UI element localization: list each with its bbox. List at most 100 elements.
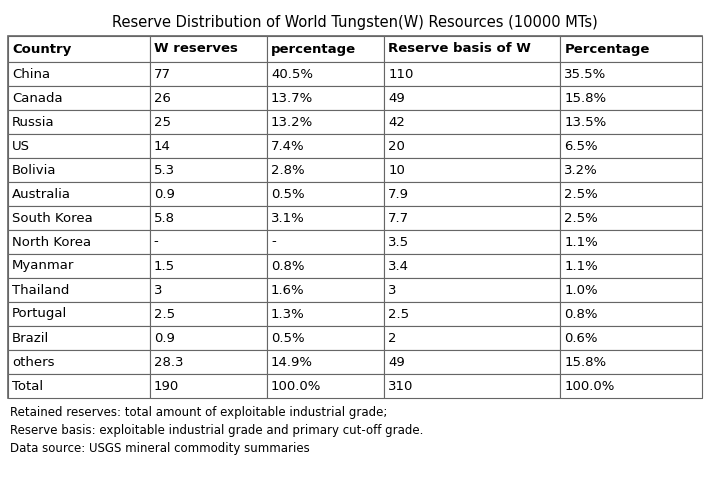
Text: 10: 10 [388, 163, 405, 177]
Text: 3.2%: 3.2% [564, 163, 598, 177]
Text: 26: 26 [154, 92, 170, 104]
Bar [150, 326, 267, 350]
Text: 35.5%: 35.5% [564, 67, 606, 81]
Bar [267, 350, 384, 374]
Bar [384, 230, 560, 254]
Bar [150, 350, 267, 374]
Bar [560, 278, 702, 302]
Text: 77: 77 [154, 67, 170, 81]
Text: 20: 20 [388, 140, 405, 152]
Text: US: US [12, 140, 30, 152]
Text: 1.6%: 1.6% [271, 284, 305, 297]
Bar [384, 374, 560, 398]
Text: 1.1%: 1.1% [564, 236, 598, 248]
Bar [8, 134, 150, 158]
Text: 14.9%: 14.9% [271, 355, 313, 368]
Text: 15.8%: 15.8% [564, 92, 606, 104]
Bar [150, 230, 267, 254]
Bar [267, 326, 384, 350]
Text: 13.5%: 13.5% [564, 116, 606, 128]
Bar [267, 110, 384, 134]
Text: 13.7%: 13.7% [271, 92, 313, 104]
Bar [8, 36, 150, 62]
Text: 0.6%: 0.6% [564, 331, 598, 345]
Text: 1.1%: 1.1% [564, 260, 598, 272]
Text: 3.4: 3.4 [388, 260, 410, 272]
Bar [267, 206, 384, 230]
Text: Data source: USGS mineral commodity summaries: Data source: USGS mineral commodity summ… [10, 442, 310, 455]
Text: 2.5%: 2.5% [564, 187, 598, 201]
Text: 0.8%: 0.8% [271, 260, 305, 272]
Bar [267, 230, 384, 254]
Text: 100.0%: 100.0% [271, 380, 322, 392]
Text: Country: Country [12, 42, 71, 56]
Text: 13.2%: 13.2% [271, 116, 313, 128]
Bar [150, 254, 267, 278]
Bar [560, 350, 702, 374]
Text: 2.5: 2.5 [154, 307, 175, 321]
Bar [560, 326, 702, 350]
Text: W reserves: W reserves [154, 42, 238, 56]
Text: 40.5%: 40.5% [271, 67, 313, 81]
Text: -: - [271, 236, 275, 248]
Bar [8, 206, 150, 230]
Bar [384, 350, 560, 374]
Bar [384, 62, 560, 86]
Text: 0.9: 0.9 [154, 331, 175, 345]
Bar [8, 62, 150, 86]
Bar [384, 326, 560, 350]
Text: 110: 110 [388, 67, 414, 81]
Bar [384, 134, 560, 158]
Text: 2.5%: 2.5% [564, 211, 598, 224]
Bar [384, 158, 560, 182]
Bar [150, 206, 267, 230]
Bar [267, 86, 384, 110]
Text: 1.0%: 1.0% [564, 284, 598, 297]
Bar [267, 158, 384, 182]
Bar [8, 278, 150, 302]
Text: 100.0%: 100.0% [564, 380, 615, 392]
Bar [560, 182, 702, 206]
Bar [267, 62, 384, 86]
Text: Bolivia: Bolivia [12, 163, 57, 177]
Bar [150, 36, 267, 62]
Text: 7.4%: 7.4% [271, 140, 305, 152]
Bar [560, 374, 702, 398]
Text: South Korea: South Korea [12, 211, 93, 224]
Bar [8, 326, 150, 350]
Bar [150, 278, 267, 302]
Text: 14: 14 [154, 140, 170, 152]
Bar [8, 302, 150, 326]
Text: 7.9: 7.9 [388, 187, 410, 201]
Bar [150, 110, 267, 134]
Bar [560, 230, 702, 254]
Text: 0.5%: 0.5% [271, 331, 305, 345]
Text: Myanmar: Myanmar [12, 260, 75, 272]
Text: 6.5%: 6.5% [564, 140, 598, 152]
Bar [8, 374, 150, 398]
Text: 3: 3 [154, 284, 162, 297]
Text: Canada: Canada [12, 92, 62, 104]
Bar [560, 302, 702, 326]
Bar [150, 302, 267, 326]
Bar [384, 182, 560, 206]
Bar [560, 62, 702, 86]
Bar [8, 182, 150, 206]
Text: -: - [154, 236, 158, 248]
Text: 28.3: 28.3 [154, 355, 183, 368]
Text: Reserve Distribution of World Tungsten(W) Resources (10000 MTs): Reserve Distribution of World Tungsten(W… [112, 15, 598, 29]
Text: others: others [12, 355, 55, 368]
Text: Portugal: Portugal [12, 307, 67, 321]
Bar [150, 182, 267, 206]
Text: 190: 190 [154, 380, 179, 392]
Bar [384, 254, 560, 278]
Bar [560, 158, 702, 182]
Bar [8, 158, 150, 182]
Text: 0.9: 0.9 [154, 187, 175, 201]
Text: 5.8: 5.8 [154, 211, 175, 224]
Text: 5.3: 5.3 [154, 163, 175, 177]
Text: China: China [12, 67, 50, 81]
Text: 310: 310 [388, 380, 414, 392]
Bar [150, 374, 267, 398]
Bar [267, 254, 384, 278]
